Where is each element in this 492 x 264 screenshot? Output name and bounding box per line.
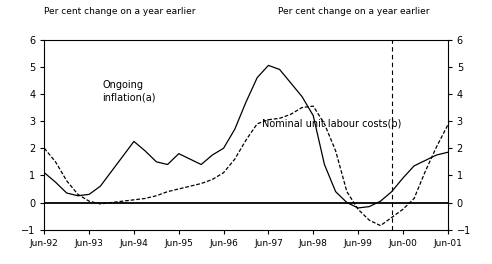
- Text: Per cent change on a year earlier: Per cent change on a year earlier: [278, 7, 430, 16]
- Text: Per cent change on a year earlier: Per cent change on a year earlier: [44, 7, 196, 16]
- Text: Nominal unit labour costs(b): Nominal unit labour costs(b): [262, 118, 401, 128]
- Text: Ongoing
inflation(a): Ongoing inflation(a): [102, 80, 156, 103]
